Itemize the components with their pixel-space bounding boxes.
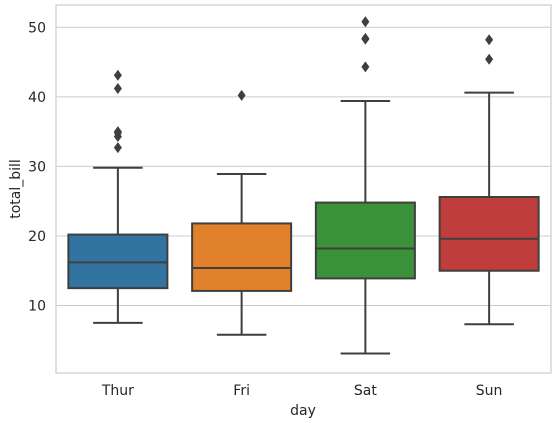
box-group-sun [438,34,540,326]
y-tick-label: 50 [28,20,46,36]
outlier-point [361,61,370,73]
outlier-point [113,142,122,154]
x-tick-label-sun: Sun [476,383,503,399]
x-tick-label-fri: Fri [233,383,250,399]
outlier-point [361,16,370,28]
box-iqr [191,222,293,292]
plot-frame [55,4,552,374]
y-tick-label: 40 [28,90,46,106]
outlier-point [361,32,370,44]
y-axis-label: total_bill [8,159,24,219]
outlier-point [113,69,122,81]
x-tick-label-thur: Thur [101,383,134,399]
box-iqr [67,233,169,290]
y-tick-label: 30 [28,159,46,175]
y-tick-label: 20 [28,229,46,245]
x-axis-label: day [290,403,316,419]
outlier-point [485,34,494,46]
box-group-sat [314,16,416,355]
y-tick-label: 10 [28,299,46,315]
box-group-thur [67,69,169,324]
x-tick-label-sat: Sat [354,383,377,399]
outlier-point [113,82,122,94]
outlier-point [113,126,122,138]
box-iqr [438,196,540,272]
box-iqr [314,201,416,280]
outlier-point [485,53,494,65]
outlier-point [237,89,246,101]
box-group-fri [191,89,293,336]
